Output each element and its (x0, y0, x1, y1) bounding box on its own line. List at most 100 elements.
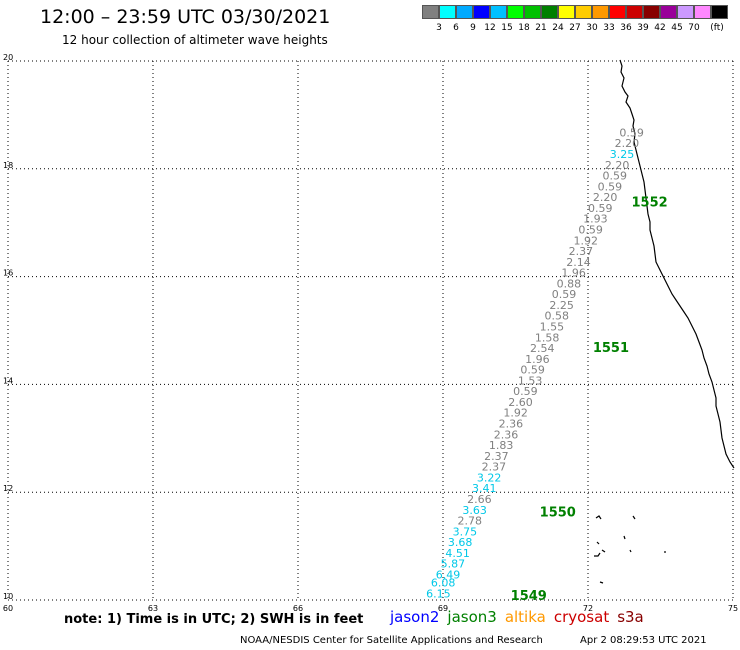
chart-title: 12:00 – 23:59 UTC 03/30/2021 (40, 6, 331, 28)
swh-value: 3.75 (453, 525, 478, 538)
generation-timestamp: Apr 2 08:29:53 UTC 2021 (580, 635, 707, 646)
island-5 (601, 549, 606, 553)
swh-value: 2.37 (482, 461, 507, 474)
y-tick-label: 16 (3, 269, 13, 278)
swh-value: 0.88 (557, 277, 582, 290)
swh-value: 2.20 (615, 137, 640, 150)
island-6 (623, 535, 626, 540)
legend-swatch (626, 5, 643, 19)
island-2 (632, 515, 636, 520)
pass-number: 1550 (540, 505, 576, 520)
swh-value: 2.36 (494, 428, 519, 441)
legend-swatch (507, 5, 524, 19)
swh-value: 2.78 (458, 515, 483, 528)
swh-value: 3.41 (472, 482, 497, 495)
legend-label: 21 (535, 23, 547, 33)
axis-tick-labels: 60 63 66 69 72 75 10 12 14 16 18 20 (3, 53, 738, 613)
legend-swatch (490, 5, 507, 19)
legend-swatch (422, 5, 439, 19)
island-3 (596, 541, 600, 545)
legend-label: 18 (518, 23, 530, 33)
satellite-name: cryosat (553, 608, 610, 626)
legend-swatch (609, 5, 626, 19)
swh-value: 0.58 (545, 310, 570, 323)
swh-value: 1.92 (503, 407, 527, 420)
satellite-name: jason3 (447, 608, 497, 626)
legend-unit: (ft) (710, 23, 724, 33)
swh-value: 2.14 (566, 256, 591, 269)
satellite-name: altika (504, 608, 546, 626)
pass-labels: 1552 1551 1550 1549 (511, 196, 668, 604)
swh-value: 1.92 (574, 234, 599, 247)
legend-label: 39 (637, 23, 649, 33)
swh-value: 6.15 (426, 587, 451, 600)
swh-value: 2.20 (605, 159, 630, 172)
swh-value: 3.68 (448, 536, 473, 549)
y-tick-label: 10 (3, 592, 13, 601)
grid-lines (7, 60, 734, 601)
legend-swatch (592, 5, 609, 19)
swh-value: 3.63 (462, 504, 487, 517)
chart-subtitle: 12 hour collection of altimeter wave hei… (62, 33, 328, 47)
legend-swatch (575, 5, 592, 19)
swh-values: 0.592.203.252.200.590.592.200.591.930.59… (426, 126, 644, 600)
legend-label: 9 (470, 23, 476, 33)
pass-number: 1549 (511, 589, 547, 604)
x-tick-label: 72 (583, 604, 593, 613)
pass-number: 1552 (632, 196, 668, 211)
legend-label: 33 (603, 23, 615, 33)
swh-value: 0.59 (588, 202, 613, 215)
swh-value: 3.25 (610, 148, 635, 161)
x-tick-label: 69 (438, 604, 448, 613)
legend-label: 30 (586, 23, 598, 33)
swh-value: 2.20 (593, 191, 618, 204)
island-1 (595, 515, 602, 520)
legend-swatch (524, 5, 541, 19)
swh-value: 2.66 (467, 493, 492, 506)
swh-value: 1.93 (583, 213, 608, 226)
swh-value: 0.59 (598, 180, 623, 193)
x-tick-label: 75 (728, 604, 738, 613)
legend-swatch (558, 5, 575, 19)
legend-swatch (643, 5, 660, 19)
swh-value: 0.59 (619, 126, 644, 139)
legend-label: 42 (654, 23, 666, 33)
coastline (594, 59, 735, 584)
satellite-name: s3a (617, 608, 644, 626)
swh-value: 0.59 (603, 170, 628, 183)
x-tick-label: 66 (293, 604, 303, 613)
swh-value: 2.37 (484, 450, 509, 463)
swh-value: 6.08 (431, 577, 456, 590)
swh-value: 2.60 (508, 396, 533, 409)
legend-label: 36 (620, 23, 632, 33)
y-tick-label: 20 (3, 53, 13, 62)
legend-swatch (677, 5, 694, 19)
swh-value: 2.25 (549, 299, 574, 312)
legend-label: 70 (688, 23, 700, 33)
y-tick-label: 12 (3, 484, 13, 493)
swh-value: 0.59 (520, 364, 545, 377)
swh-value: 1.96 (525, 353, 550, 366)
credit-line: NOAA/NESDIS Center for Satellite Applica… (240, 635, 543, 646)
legend-label: 45 (671, 23, 683, 33)
legend-label: 27 (569, 23, 581, 33)
swh-value: 4.51 (445, 547, 470, 560)
y-tick-label: 18 (3, 161, 13, 170)
swh-value: 1.53 (518, 374, 543, 387)
legend-swatch (541, 5, 558, 19)
swh-value: 0.59 (578, 223, 603, 236)
x-tick-label: 60 (3, 604, 13, 613)
coastline-path (619, 59, 735, 469)
island-7 (629, 549, 632, 553)
swh-value: 1.96 (561, 267, 586, 280)
legend-swatch (473, 5, 490, 19)
swh-value: 2.36 (499, 418, 524, 431)
swh-value: 3.22 (477, 471, 502, 484)
swh-value: 2.37 (569, 245, 594, 258)
swh-value: 2.54 (530, 342, 555, 355)
swh-value: 6.49 (436, 568, 461, 581)
satellite-legend: jason2 jason3 altika cryosat s3a (390, 608, 652, 626)
swh-value: 5.87 (441, 558, 466, 571)
swh-value: 0.59 (513, 385, 538, 398)
